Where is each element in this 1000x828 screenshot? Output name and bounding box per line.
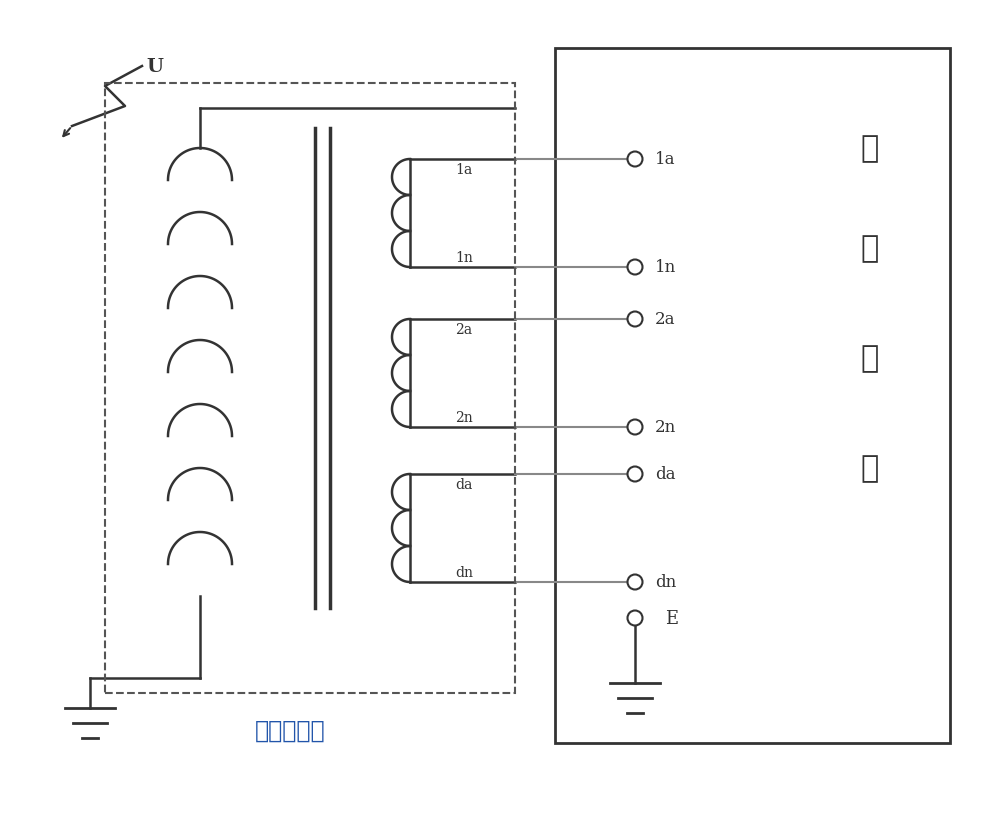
Text: E: E	[665, 609, 678, 628]
Text: U: U	[147, 58, 163, 76]
Text: 2n: 2n	[655, 419, 676, 436]
Text: 2a: 2a	[655, 311, 676, 328]
Text: da: da	[455, 478, 472, 491]
Text: 装: 装	[861, 344, 879, 373]
Circle shape	[628, 611, 642, 626]
Text: 2a: 2a	[455, 323, 472, 337]
Circle shape	[628, 260, 642, 275]
Text: dn: dn	[455, 566, 473, 580]
Circle shape	[628, 467, 642, 482]
Text: 2n: 2n	[455, 411, 473, 425]
Circle shape	[628, 312, 642, 327]
Circle shape	[628, 575, 642, 590]
Circle shape	[628, 152, 642, 167]
Text: 待测互感器: 待测互感器	[255, 718, 325, 742]
Text: da: da	[655, 466, 676, 483]
Text: dn: dn	[655, 574, 676, 591]
Polygon shape	[555, 49, 950, 743]
Text: 置: 置	[861, 454, 879, 483]
Text: 1n: 1n	[655, 259, 676, 277]
Text: 测: 测	[861, 134, 879, 163]
Text: 1a: 1a	[655, 152, 676, 168]
Text: 1a: 1a	[455, 163, 472, 177]
Circle shape	[628, 420, 642, 435]
Text: 试: 试	[861, 234, 879, 263]
Text: 1n: 1n	[455, 251, 473, 265]
